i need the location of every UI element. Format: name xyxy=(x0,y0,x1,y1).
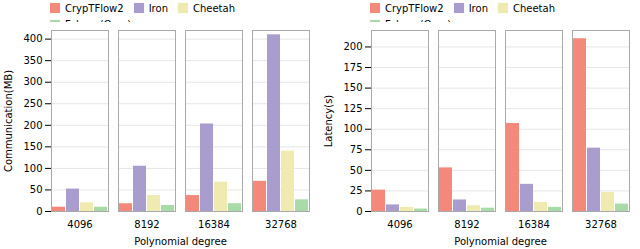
svg-text:32768: 32768 xyxy=(585,219,617,230)
svg-text:150: 150 xyxy=(23,141,42,152)
svg-text:8192: 8192 xyxy=(134,219,159,230)
svg-text:Communication(MB): Communication(MB) xyxy=(3,70,14,172)
html-text:CrypTFlow2: CrypTFlow2 xyxy=(385,2,444,14)
svg-text:100: 100 xyxy=(23,163,42,174)
svg-text:8192: 8192 xyxy=(454,219,479,230)
svg-text:50: 50 xyxy=(30,184,43,195)
svg-text:Polynomial degree: Polynomial degree xyxy=(454,236,547,247)
svg-text:100: 100 xyxy=(343,123,362,134)
html-text:Falcon (Ours): Falcon (Ours) xyxy=(385,19,452,31)
svg-text:400: 400 xyxy=(23,33,42,44)
svg-text:32768: 32768 xyxy=(265,219,297,230)
svg-text:25: 25 xyxy=(350,185,363,196)
svg-text:75: 75 xyxy=(350,144,363,155)
html-text:CrypTFlow2: CrypTFlow2 xyxy=(65,2,124,14)
html-text:Cheetah: Cheetah xyxy=(193,2,235,14)
svg-text:200: 200 xyxy=(23,120,42,131)
svg-text:175: 175 xyxy=(343,62,362,73)
svg-text:250: 250 xyxy=(23,98,42,109)
html-text:Cheetah: Cheetah xyxy=(513,2,555,14)
svg-text:Latency(s): Latency(s) xyxy=(323,95,334,148)
svg-text:50: 50 xyxy=(350,165,363,176)
svg-text:200: 200 xyxy=(343,41,362,52)
svg-text:16384: 16384 xyxy=(198,219,230,230)
svg-text:350: 350 xyxy=(23,55,42,66)
svg-text:125: 125 xyxy=(343,103,362,114)
svg-text:4096: 4096 xyxy=(387,219,412,230)
svg-text:Polynomial degree: Polynomial degree xyxy=(134,236,227,247)
svg-text:0: 0 xyxy=(36,206,42,217)
svg-text:150: 150 xyxy=(343,82,362,93)
html-text:Falcon (Ours): Falcon (Ours) xyxy=(65,19,132,31)
html-text:Iron: Iron xyxy=(148,2,168,14)
svg-text:0: 0 xyxy=(356,206,362,217)
html-text:Iron: Iron xyxy=(468,2,488,14)
svg-text:16384: 16384 xyxy=(518,219,550,230)
svg-text:300: 300 xyxy=(23,76,42,87)
svg-text:4096: 4096 xyxy=(67,219,92,230)
